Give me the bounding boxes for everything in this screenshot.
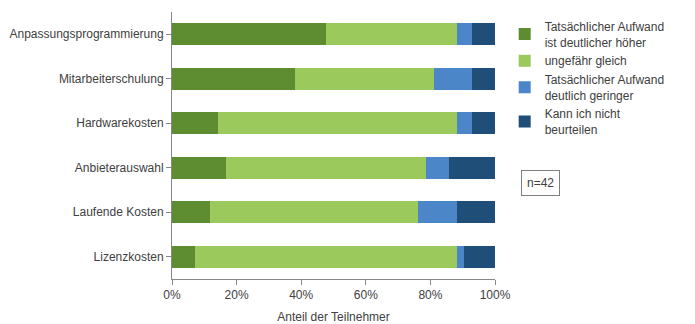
- svg-text:0%: 0%: [163, 288, 181, 302]
- svg-text:ungefähr gleich: ungefähr gleich: [545, 54, 627, 68]
- svg-text:Anteil der Teilnehmer: Anteil der Teilnehmer: [277, 310, 390, 324]
- svg-text:100%: 100%: [480, 288, 511, 302]
- svg-text:60%: 60%: [354, 288, 378, 302]
- svg-text:Anpassungsprogrammierung: Anpassungsprogrammierung: [10, 27, 164, 41]
- svg-text:Anbieterauswahl: Anbieterauswahl: [75, 161, 164, 175]
- svg-text:Hardwarekosten: Hardwarekosten: [76, 116, 163, 130]
- svg-text:Lizenzkosten: Lizenzkosten: [94, 250, 164, 264]
- svg-text:Kann ich nichtbeurteilen: Kann ich nichtbeurteilen: [545, 107, 621, 137]
- svg-text:40%: 40%: [289, 288, 313, 302]
- svg-text:Mitarbeiterschulung: Mitarbeiterschulung: [59, 72, 164, 86]
- svg-text:80%: 80%: [418, 288, 442, 302]
- svg-text:n=42: n=42: [527, 176, 554, 190]
- svg-text:Laufende Kosten: Laufende Kosten: [73, 205, 164, 219]
- svg-text:Tatsächlicher Aufwandist deutl: Tatsächlicher Aufwandist deutlicher höhe…: [545, 20, 664, 50]
- svg-text:20%: 20%: [225, 288, 249, 302]
- svg-text:Tatsächlicher Aufwanddeutlich: Tatsächlicher Aufwanddeutlich geringer: [545, 73, 664, 103]
